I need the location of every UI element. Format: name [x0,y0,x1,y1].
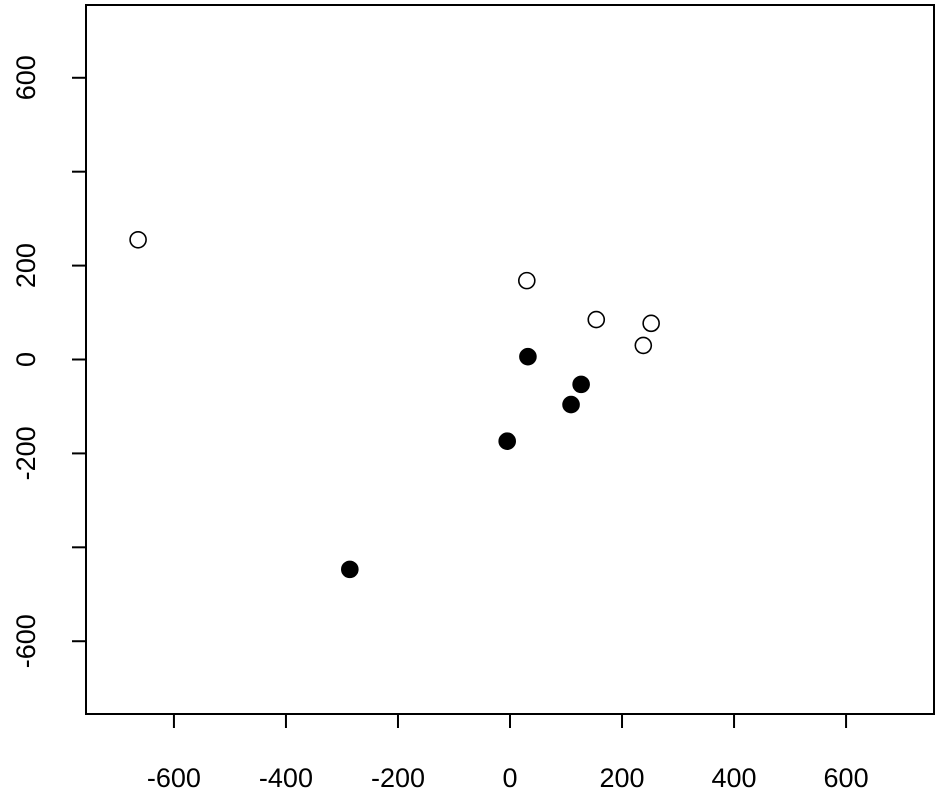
x-tick-label: 600 [824,763,869,793]
x-tick-label: -200 [371,763,425,793]
point [587,310,606,329]
point [642,314,660,333]
x-tick-label: 0 [502,763,517,793]
y-tick-label: -600 [11,614,41,668]
point [519,347,537,366]
x-tick-label: 200 [599,763,644,793]
y-tick-label: 0 [11,352,41,367]
x-tick-label: 400 [712,763,757,793]
y-tick-label: 600 [11,55,41,100]
point [341,560,359,579]
y-tick-label: 200 [11,243,41,288]
point [518,271,536,290]
plot-frame [85,4,935,715]
point [498,432,516,450]
x-tick-label: -600 [147,763,201,793]
point [562,395,580,414]
point [572,375,590,394]
point [634,336,653,355]
y-tick-label: -200 [11,426,41,480]
x-tick-label: -400 [259,763,313,793]
point [129,230,147,249]
